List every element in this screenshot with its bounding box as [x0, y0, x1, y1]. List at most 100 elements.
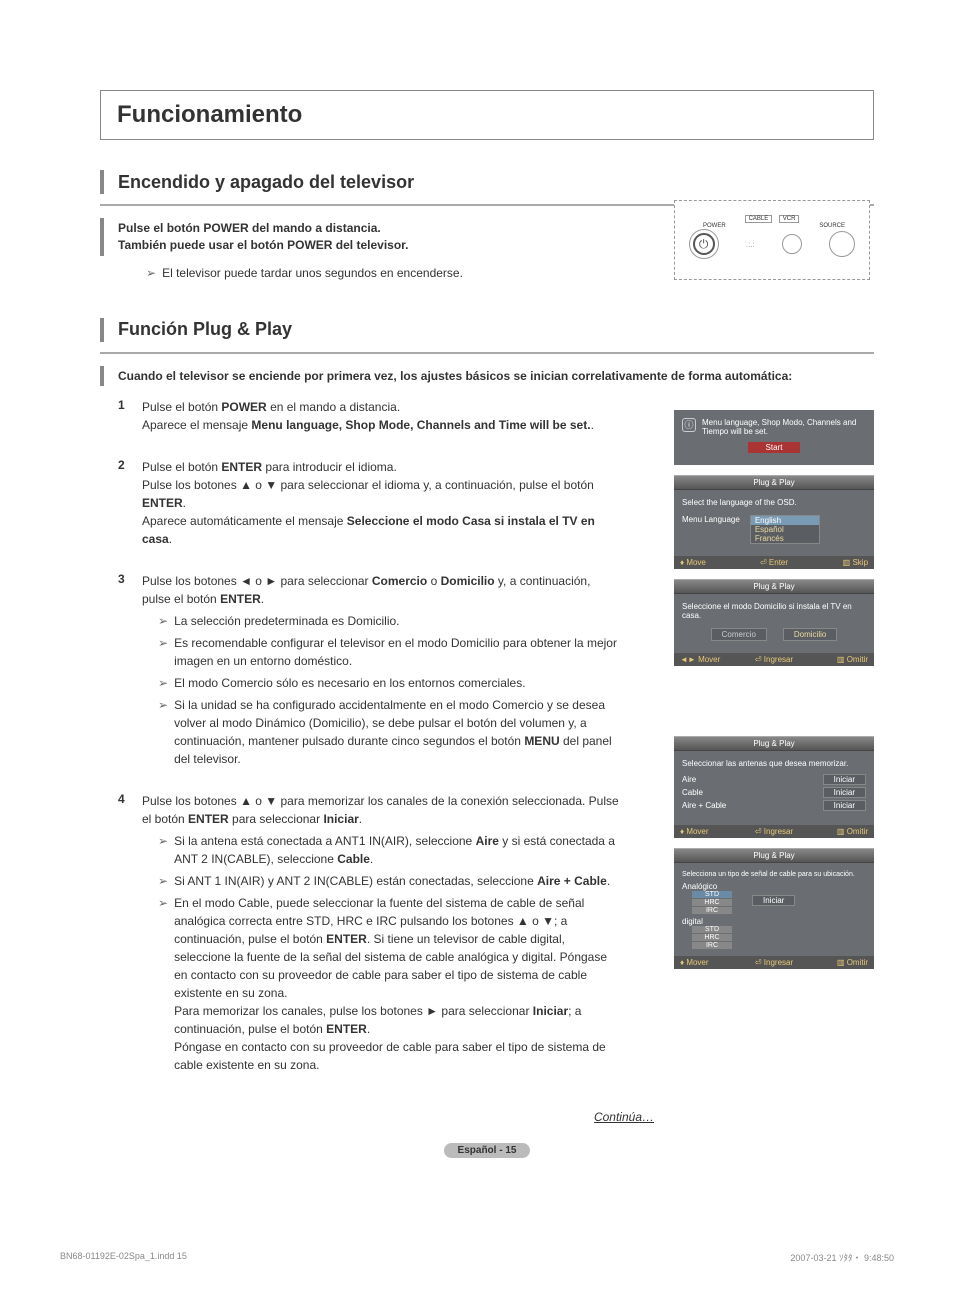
t: .: [591, 418, 594, 432]
osd-antenna: Plug & Play Seleccionar las antenas que …: [674, 736, 874, 838]
osd-text: Select the language of the OSD.: [682, 498, 866, 507]
t: .: [169, 532, 172, 546]
osd-language: Plug & Play Select the language of the O…: [674, 475, 874, 569]
continue-text: Continúa…: [100, 1110, 654, 1124]
lang-opt: English: [751, 516, 819, 525]
page-title: Funcionamiento: [117, 101, 857, 129]
remote-diagram: CABLE VCR POWER SOURCE ⏻ .:.:: [674, 200, 870, 280]
section-power: Encendido y apagado del televisor Pulse …: [100, 170, 874, 282]
info-icon: ⓘ: [682, 418, 696, 432]
lang-opt: Francés: [751, 534, 819, 543]
page-number-container: Español - 15: [100, 1140, 874, 1158]
t: Para memorizar los canales, pulse los bo…: [174, 1004, 533, 1018]
bullet: La selección predeterminada es Domicilio…: [158, 612, 622, 630]
t: Aparece automáticamente el mensaje: [142, 514, 347, 528]
bullet: Si ANT 1 IN(AIR) y ANT 2 IN(CABLE) están…: [158, 872, 622, 890]
osd-text: Selecciona un tipo de señal de cable par…: [682, 871, 866, 878]
skip-hint: ▥ Omitir: [805, 827, 868, 836]
t: para introducir el idioma.: [262, 460, 397, 474]
t: Póngase en contacto con su proveedor de …: [174, 1040, 606, 1072]
step-num: 2: [118, 458, 142, 548]
analogico-label: Analógico: [682, 882, 732, 891]
move-hint: ♦ Mover: [680, 827, 743, 836]
osd-title: Plug & Play: [674, 848, 874, 863]
section2-title: Función Plug & Play: [118, 319, 292, 340]
enter-hint: ⏎ Ingresar: [743, 655, 806, 664]
iniciar-button: Iniciar: [823, 774, 866, 785]
source-button-icon: [829, 231, 855, 257]
step-num: 3: [118, 572, 142, 768]
t: Pulse el botón: [142, 460, 221, 474]
bullet: El modo Comercio sólo es necesario en lo…: [158, 674, 622, 692]
move-hint: ♦ Mover: [680, 958, 743, 967]
intro-line1: Pulse el botón POWER del mando a distanc…: [118, 220, 409, 237]
section-bar: [100, 170, 104, 194]
sig-opt: HRC: [692, 934, 732, 941]
t: ENTER: [326, 1022, 367, 1036]
step-num: 1: [118, 398, 142, 434]
sig-opt: HRC: [692, 899, 732, 906]
move-hint: ◄► Mover: [680, 655, 743, 664]
intro-line2: También puede usar el botón POWER del te…: [118, 237, 409, 254]
t: Pulse el botón: [142, 400, 221, 414]
section-plugplay: Función Plug & Play Cuando el televisor …: [100, 318, 874, 1075]
t: MENU: [524, 734, 559, 748]
domicilio-button: Domicilio: [783, 628, 837, 641]
t: Es recomendable configurar el televisor …: [174, 634, 622, 670]
osd-title: Plug & Play: [674, 736, 874, 751]
step-num: 4: [118, 792, 142, 1074]
osd-text: Menu language, Shop Modo, Channels and T…: [702, 418, 866, 436]
t: en el mando a distancia.: [267, 400, 400, 414]
enter-hint: ⏎ Enter: [743, 558, 806, 567]
aire-label: Aire: [682, 775, 696, 784]
osd-text: Seleccionar las antenas que desea memori…: [682, 759, 866, 768]
lang-opt: Español: [751, 525, 819, 534]
footer-left: BN68-01192E-02Spa_1.indd 15: [60, 1251, 187, 1264]
remote-dots: .:.:: [746, 240, 755, 249]
t: Iniciar: [533, 1004, 568, 1018]
power-button-icon: ⏻: [689, 229, 719, 259]
t: .: [370, 852, 373, 866]
osd-start: ⓘ Menu language, Shop Modo, Channels and…: [674, 410, 874, 465]
sig-opt: STD: [692, 926, 732, 933]
move-hint: ♦ Move: [680, 558, 743, 567]
intro-bar: [100, 366, 104, 387]
page-number: Español - 15: [444, 1143, 531, 1158]
digital-label: digital: [682, 917, 732, 926]
osd-mode: Plug & Play Seleccione el modo Domicilio…: [674, 579, 874, 666]
osd-column: ⓘ Menu language, Shop Modo, Channels and…: [674, 410, 874, 979]
cable-label: Cable: [682, 788, 703, 797]
t: ENTER: [220, 592, 261, 606]
bullet: Si la antena está conectada a ANT1 IN(AI…: [158, 832, 622, 868]
t: La selección predeterminada es Domicilio…: [174, 612, 399, 630]
t: .: [607, 874, 610, 888]
section1-title: Encendido y apagado del televisor: [118, 172, 414, 193]
skip-hint: ▥ Omitir: [805, 655, 868, 664]
t: Pulse los botones ▲ o ▼ para seleccionar…: [142, 478, 594, 492]
sig-opt: IRC: [692, 907, 732, 914]
t: o: [427, 574, 440, 588]
sig-opt: IRC: [692, 942, 732, 949]
skip-hint: ▥ Omitir: [805, 958, 868, 967]
osd-title: Plug & Play: [674, 579, 874, 594]
t: .: [183, 496, 186, 510]
osd-title: Plug & Play: [674, 475, 874, 490]
t: Pulse los botones ◄ o ► para seleccionar: [142, 574, 372, 588]
sig-opt: STD: [692, 891, 732, 898]
footer-right: 2007-03-21 ｿﾀﾀ・ 9:48:50: [790, 1251, 894, 1264]
osd-signal: Plug & Play Selecciona un tipo de señal …: [674, 848, 874, 969]
t: POWER: [221, 400, 266, 414]
t: ENTER: [188, 812, 229, 826]
t: Aire + Cable: [537, 874, 607, 888]
t: Aire: [476, 834, 499, 848]
small-circle-icon: [782, 234, 802, 254]
vcr-label: VCR: [779, 215, 800, 223]
start-button: Start: [748, 442, 801, 453]
comercio-button: Comercio: [711, 628, 767, 641]
bullet: Si la unidad se ha configurado accidenta…: [158, 696, 622, 768]
t: Cable: [337, 852, 370, 866]
skip-hint: ▥ Skip: [805, 558, 868, 567]
intro-bar: [100, 218, 104, 256]
enter-hint: ⏎ Ingresar: [743, 958, 806, 967]
osd-text: Seleccione el modo Domicilio si instala …: [682, 602, 866, 620]
